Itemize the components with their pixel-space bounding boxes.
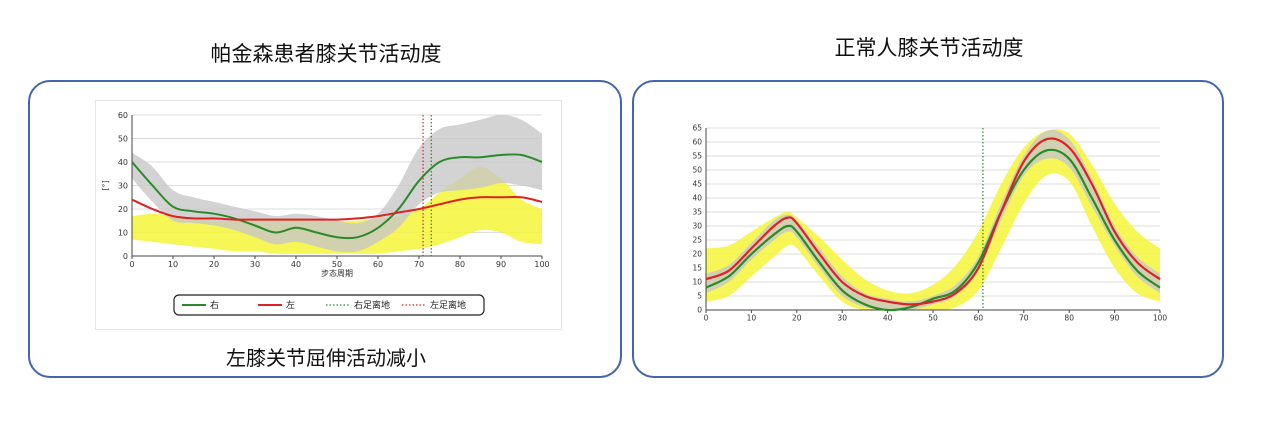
x-tick-label: 10 xyxy=(168,260,178,269)
x-tick-label: 80 xyxy=(455,260,465,269)
x-tick-label: 70 xyxy=(1019,314,1029,323)
x-tick-label: 50 xyxy=(928,314,938,323)
x-tick-label: 60 xyxy=(974,314,984,323)
y-tick-label: 5 xyxy=(697,292,702,301)
y-tick-label: 35 xyxy=(692,208,702,217)
x-tick-label: 30 xyxy=(837,314,847,323)
legend-label: 左 xyxy=(286,299,295,311)
parkinson-knee-chart-svg: 0 10 20 30 40 50 60 0 10 20 30 40 50 60 70 80 90 100 [°] 步态… xyxy=(101,111,550,316)
x-tick-label: 60 xyxy=(373,260,383,269)
x-tick-label: 20 xyxy=(792,314,802,323)
x-tick-label: 30 xyxy=(250,260,260,269)
left-panel-caption: 左膝关节屈伸活动减小 xyxy=(226,346,426,370)
y-tick-label: 50 xyxy=(692,166,702,175)
x-tick-label: 50 xyxy=(332,260,342,269)
normal-knee-chart-svg: 0 5 10 15 20 25 30 35 40 45 50 55 60 65 0 10 20 30 40 50 60 7… xyxy=(692,124,1168,323)
y-tick-label: 45 xyxy=(692,180,702,189)
y-tick-label: 25 xyxy=(692,236,702,245)
x-tick-label: 80 xyxy=(1064,314,1074,323)
y-tick-label: 60 xyxy=(692,138,702,147)
y-tick-label: 60 xyxy=(118,111,128,120)
y-tick-label: 20 xyxy=(118,205,128,214)
x-tick-label: 100 xyxy=(1153,314,1168,323)
series-line xyxy=(131,153,543,240)
chart-legend: 右 左 右足离地 左足离地 xyxy=(173,294,485,316)
y-tick-label: 50 xyxy=(118,134,128,143)
x-tick-label: 0 xyxy=(129,260,134,269)
x-axis-label: 步态周期 xyxy=(321,268,353,278)
y-tick-label: 15 xyxy=(692,264,702,273)
y-tick-label: 0 xyxy=(123,252,128,261)
legend-label: 左足离地 xyxy=(430,299,466,311)
normal-knee-chart: 0 5 10 15 20 25 30 35 40 45 50 55 60 65 0 10 20 30 40 50 60 7… xyxy=(686,118,1176,340)
x-tick-label: 100 xyxy=(534,260,549,269)
series-line xyxy=(131,195,543,221)
x-tick-label: 0 xyxy=(704,314,709,323)
y-tick-label: 30 xyxy=(118,181,128,190)
y-tick-label: 65 xyxy=(692,124,702,133)
y-tick-label: 55 xyxy=(692,152,702,161)
y-tick-label: 30 xyxy=(692,222,702,231)
y-tick-label: 10 xyxy=(692,278,702,287)
x-tick-label: 70 xyxy=(414,260,424,269)
variability-band xyxy=(706,129,1160,311)
right-panel-title: 正常人膝关节活动度 xyxy=(834,36,1024,60)
y-tick-label: 40 xyxy=(692,194,702,203)
legend-box xyxy=(173,294,485,316)
legend-label: 右足离地 xyxy=(354,299,390,311)
legend-label: 右 xyxy=(210,299,219,311)
y-tick-label: 0 xyxy=(697,306,702,315)
y-tick-label: 10 xyxy=(118,228,128,237)
x-tick-label: 40 xyxy=(291,260,301,269)
parkinson-knee-chart: 0 10 20 30 40 50 60 0 10 20 30 40 50 60 70 80 90 100 [°] 步态… xyxy=(95,100,562,330)
x-tick-label: 20 xyxy=(209,260,219,269)
x-tick-label: 90 xyxy=(1110,314,1120,323)
x-tick-label: 90 xyxy=(496,260,506,269)
normal-range-band xyxy=(132,166,542,254)
x-tick-label: 40 xyxy=(883,314,893,323)
series-line xyxy=(705,137,1161,306)
y-axis-label: [°] xyxy=(101,180,110,190)
y-tick-label: 40 xyxy=(118,158,128,167)
left-panel-title: 帕金森患者膝关节活动度 xyxy=(210,42,442,66)
x-tick-label: 10 xyxy=(747,314,757,323)
y-tick-label: 20 xyxy=(692,250,702,259)
